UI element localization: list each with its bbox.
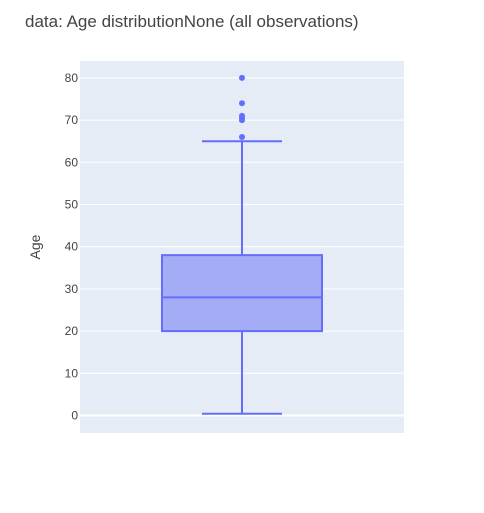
y-tick-label-60: 60 <box>65 155 79 169</box>
outlier-points <box>239 74 245 140</box>
outlier-point-0 <box>239 133 245 140</box>
iqr-box <box>161 254 323 333</box>
y-tick-label-70: 70 <box>65 113 79 127</box>
y-tick-label-10: 10 <box>65 366 79 380</box>
y-tick-label-0: 0 <box>71 409 78 423</box>
y-axis-title: Age <box>27 234 43 259</box>
y-tick-label-50: 50 <box>65 198 79 212</box>
y-tick-label-20: 20 <box>65 324 79 338</box>
chart-title: data: Age distributionNone (all observat… <box>25 12 359 31</box>
y-tick-label-80: 80 <box>65 71 79 85</box>
y-tick-labels: 0 10 20 30 40 50 60 70 80 <box>65 71 79 423</box>
y-tick-label-40: 40 <box>65 240 79 254</box>
box-series <box>161 140 323 415</box>
outlier-point-5 <box>239 74 245 81</box>
y-tick-label-30: 30 <box>65 282 79 296</box>
outlier-point-4 <box>239 100 245 107</box>
outlier-point-3 <box>239 112 245 119</box>
